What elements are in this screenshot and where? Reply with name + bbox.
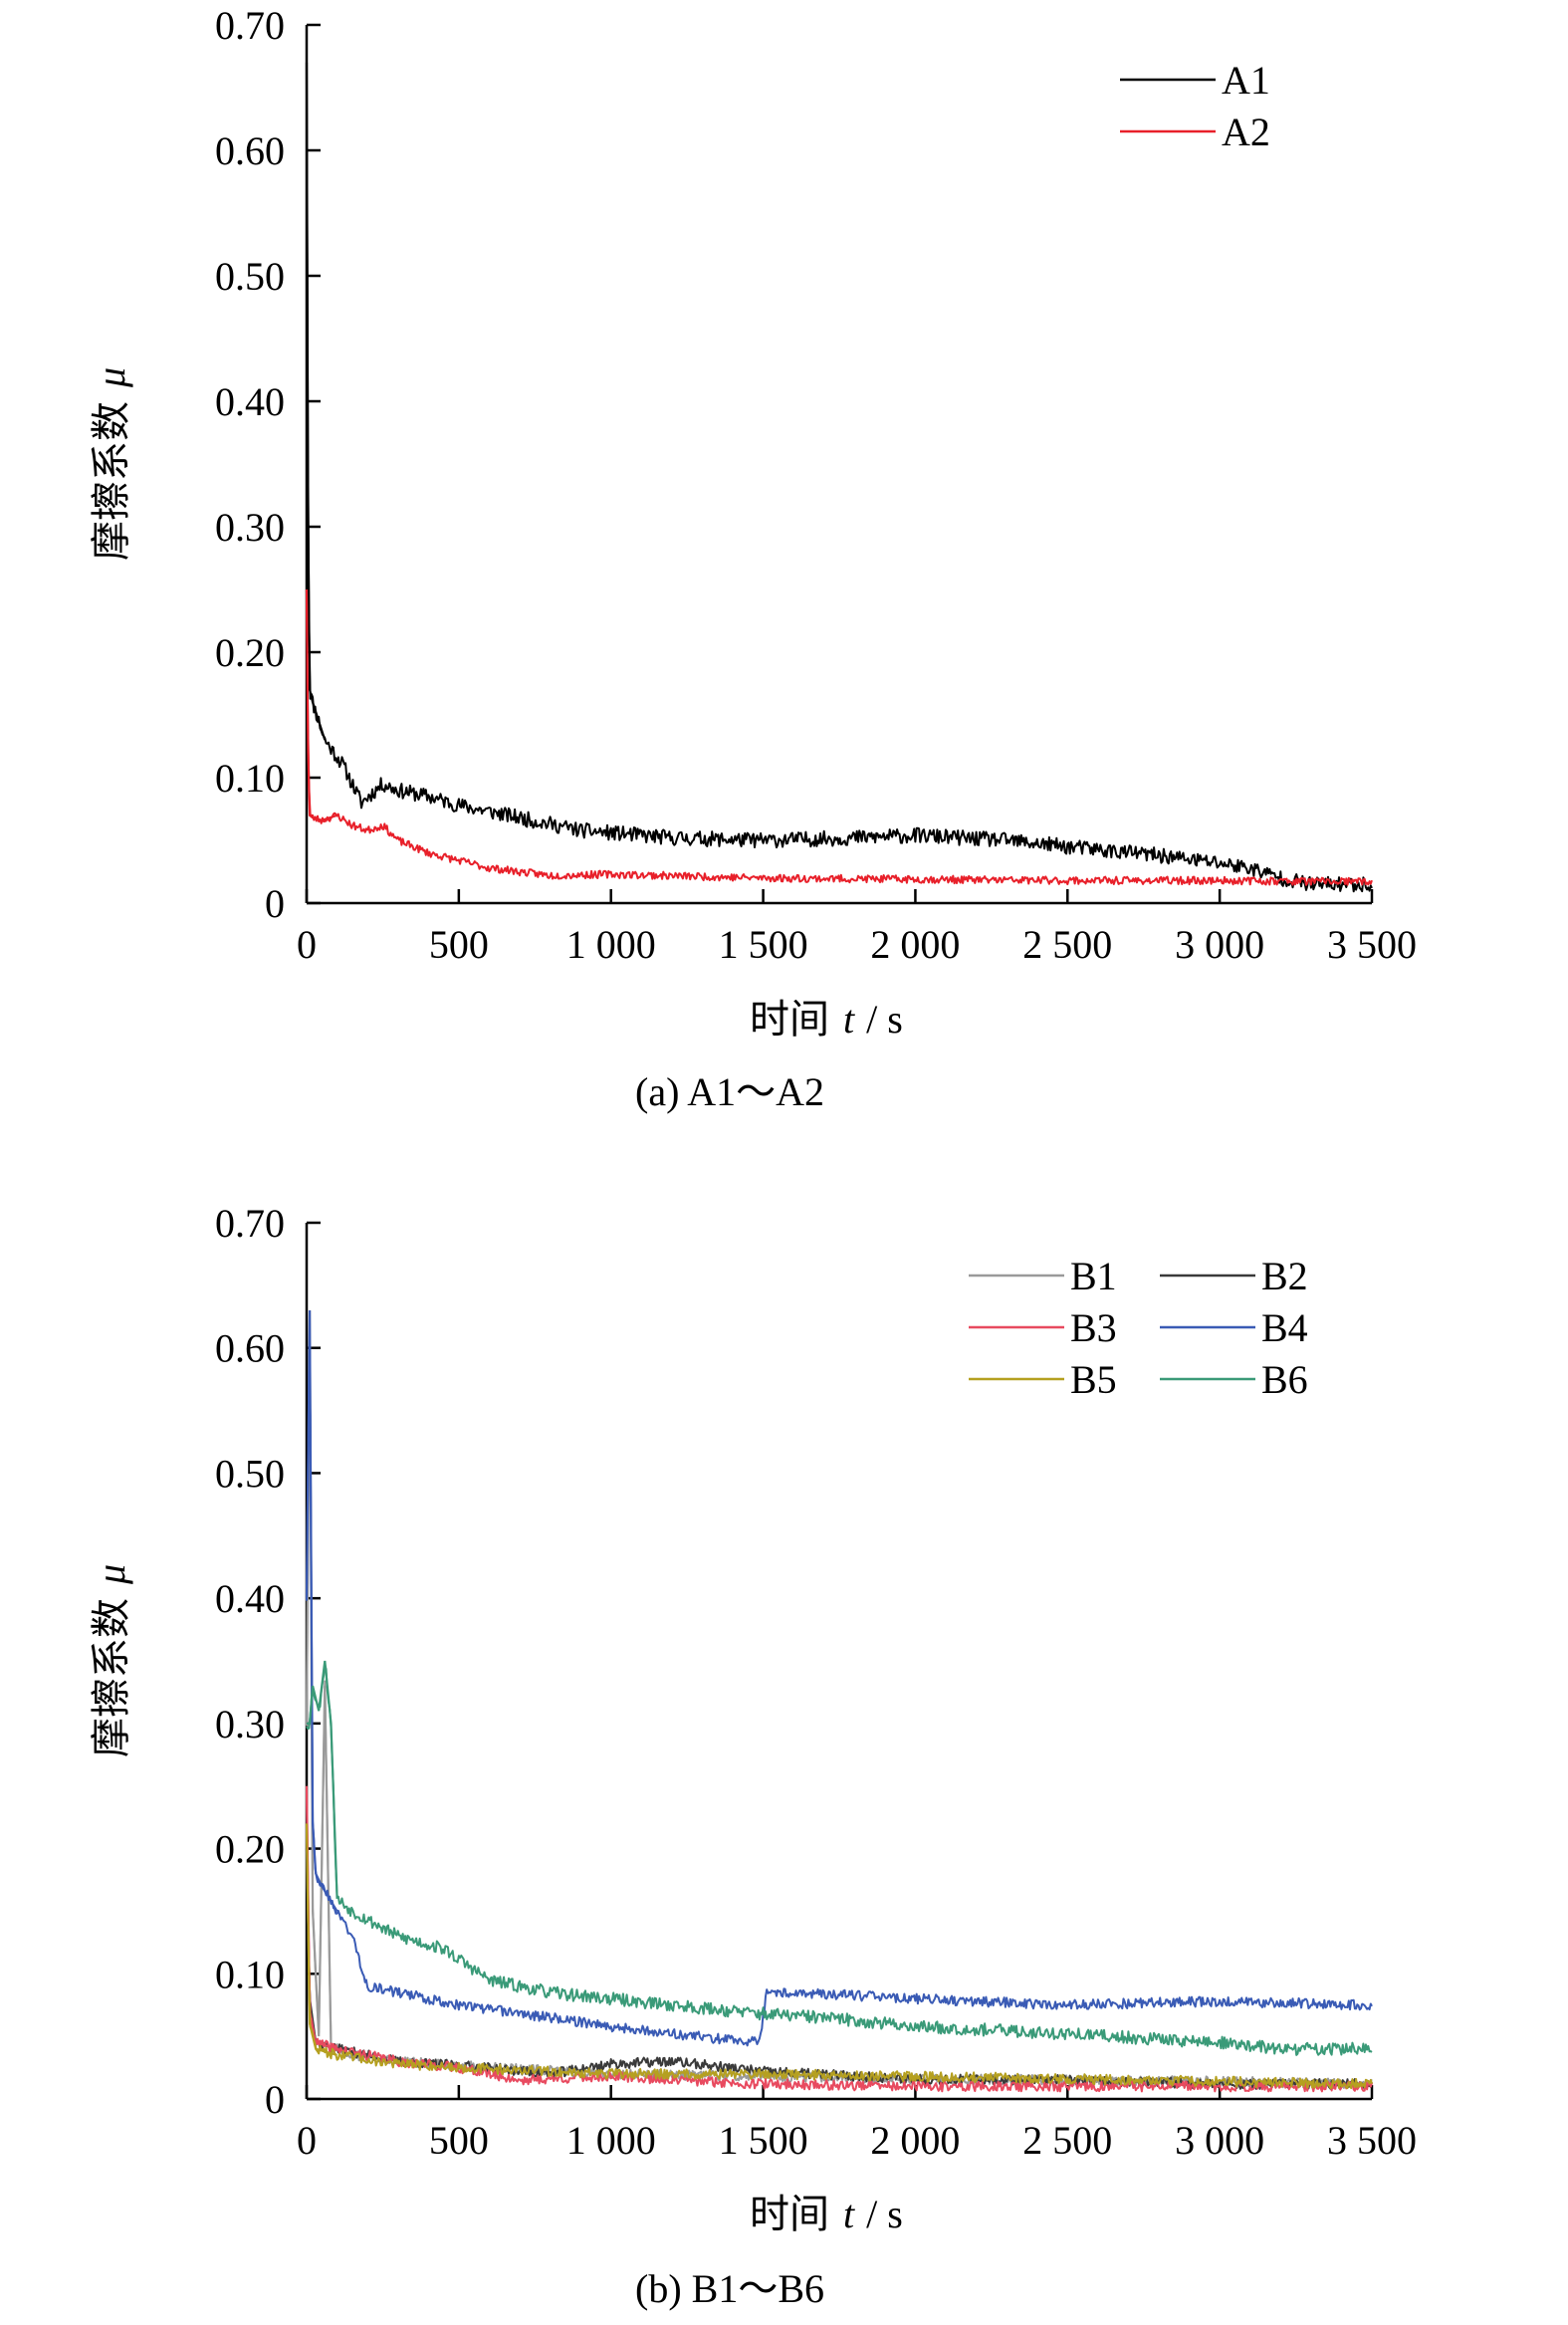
y-axis-title-symbol: μ [89, 367, 133, 388]
x-tick-label: 1 500 [719, 2118, 808, 2163]
x-tick-label: 3 500 [1327, 922, 1417, 967]
series-line-B2 [306, 1851, 1373, 2090]
x-tick-label: 500 [429, 2118, 489, 2163]
series-line-A2 [306, 590, 1373, 886]
y-tick-label: 0.40 [215, 1576, 285, 1621]
legend-label-B2: B2 [1261, 1254, 1308, 1298]
x-tick-label: 2 000 [870, 2118, 960, 2163]
y-tick-label: 0.20 [215, 1827, 285, 1872]
legend-label-B4: B4 [1261, 1305, 1308, 1350]
series-spike-A2 [305, 588, 337, 821]
series-line-B1 [306, 1396, 1373, 2090]
chart-a: 0 0.10 0.20 0.30 0.40 0.50 0.60 0.70 0 500 1 000 1 … [89, 3, 1417, 1114]
series-line-B5 [306, 1825, 1373, 2090]
series-line-B4 [306, 1369, 1373, 2047]
figure-caption: (b) B1～B6 [635, 2266, 824, 2311]
y-tick-label: 0.10 [215, 756, 285, 801]
y-tick-label: 0.40 [215, 379, 285, 424]
x-tick-label: 0 [297, 922, 317, 967]
y-axis-title-text: 摩擦系数 [89, 401, 134, 561]
x-axis-title-unit: / s [866, 2192, 903, 2236]
x-tick-label: 2 500 [1022, 2118, 1112, 2163]
x-tick-label: 2 000 [870, 922, 960, 967]
x-tick-label: 1 500 [719, 922, 808, 967]
y-axis-title: 摩擦系数 μ [89, 1564, 134, 1757]
x-tick-label: 3 500 [1327, 2118, 1417, 2163]
y-tick-label: 0.60 [215, 1326, 285, 1371]
chart-b: 0 0.10 0.20 0.30 0.40 0.50 0.60 0.70 0 500 1 000 1 … [89, 1201, 1417, 2311]
y-tick-label: 0.10 [215, 1952, 285, 1996]
x-tick-label: 500 [429, 922, 489, 967]
y-tick-label: 0.70 [215, 3, 285, 48]
y-axis-title-symbol: μ [89, 1564, 133, 1585]
x-axis-title-symbol: t [843, 2192, 855, 2236]
y-tick-label: 0.20 [215, 630, 285, 675]
y-axis-title: 摩擦系数 μ [89, 367, 134, 561]
y-tick-label: 0.30 [215, 1702, 285, 1746]
x-tick-label: 0 [297, 2118, 317, 2163]
y-tick-label: 0.50 [215, 254, 285, 299]
y-tick-label: 0.30 [215, 505, 285, 550]
legend-label-A1: A1 [1222, 58, 1270, 103]
series-line-B6 [306, 1663, 1373, 2056]
series-line-B3 [306, 1788, 1373, 2093]
x-tick-label: 2 500 [1022, 922, 1112, 967]
x-tick-label: 1 000 [566, 2118, 656, 2163]
x-tick-label: 3 000 [1175, 922, 1264, 967]
x-axis-title-text: 时间 [750, 2192, 829, 2237]
series-line-A1 [306, 66, 1373, 893]
legend-label-B5: B5 [1070, 1357, 1117, 1402]
x-axis-title-symbol: t [843, 997, 855, 1042]
y-tick-label: 0 [265, 881, 285, 926]
legend-label-A2: A2 [1222, 110, 1270, 154]
x-axis-title: 时间 t / s [750, 997, 903, 1043]
legend-label-B6: B6 [1261, 1357, 1308, 1402]
x-axis-title-unit: / s [866, 997, 903, 1042]
legend-label-B3: B3 [1070, 1305, 1117, 1350]
y-tick-label: 0.70 [215, 1201, 285, 1246]
y-tick-label: 0 [265, 2077, 285, 2122]
legend-label-B1: B1 [1070, 1254, 1117, 1298]
y-tick-label: 0.60 [215, 128, 285, 173]
x-tick-label: 1 000 [566, 922, 656, 967]
x-axis-title-text: 时间 [750, 997, 829, 1043]
y-tick-label: 0.50 [215, 1451, 285, 1496]
y-axis-title-text: 摩擦系数 [89, 1598, 134, 1757]
figure-caption: (a) A1～A2 [635, 1069, 824, 1114]
x-tick-label: 3 000 [1175, 2118, 1264, 2163]
x-axis-title: 时间 t / s [750, 2192, 903, 2237]
